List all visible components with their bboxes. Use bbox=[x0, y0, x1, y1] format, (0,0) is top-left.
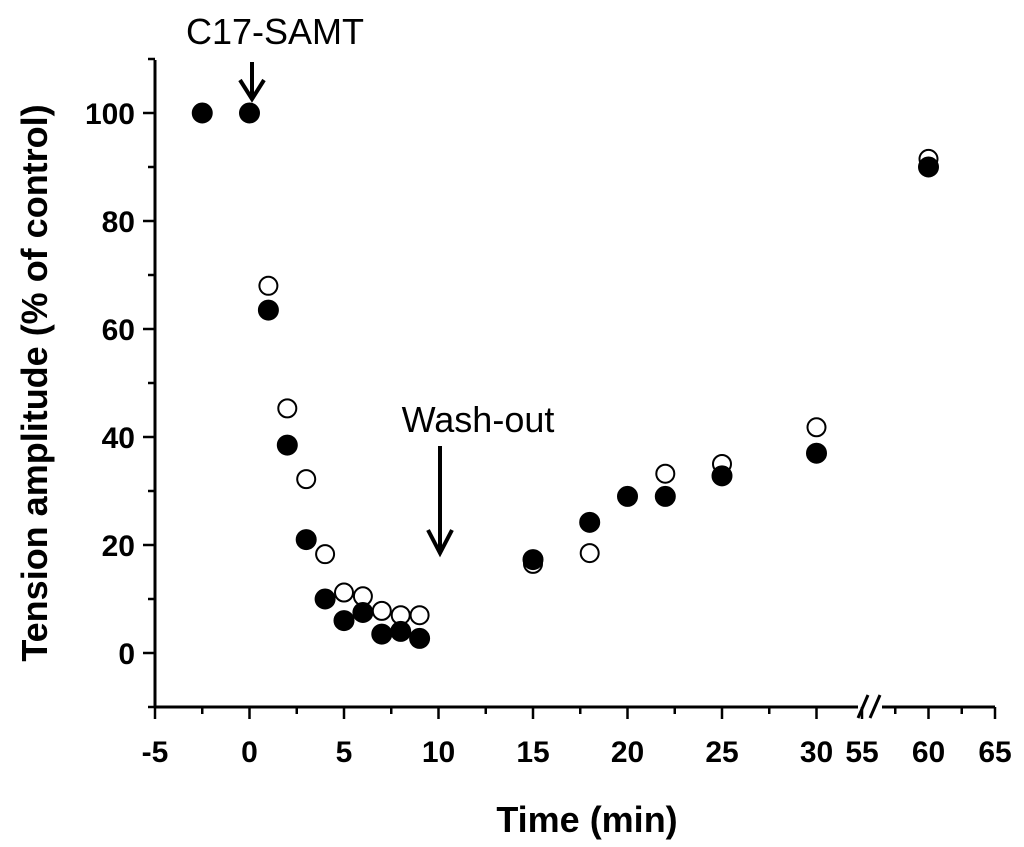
filled-circle-point bbox=[522, 549, 544, 571]
filled-circle-point bbox=[579, 511, 601, 533]
open-circle-point bbox=[409, 605, 430, 626]
axes: 0 20 40 60 80 100 -5 0 5 10 15 20 25 30 55 60 65 Time (mi… bbox=[14, 57, 1012, 840]
y-tick-label: 80 bbox=[102, 206, 135, 239]
open-circle-point bbox=[277, 398, 298, 419]
y-tick-label: 60 bbox=[102, 314, 135, 347]
annotations: C17-SAMT Wash-out bbox=[186, 11, 555, 558]
x-axis-title: Time (min) bbox=[496, 799, 677, 840]
y-tick-label: 0 bbox=[118, 638, 135, 671]
filled-circle-point bbox=[257, 299, 279, 321]
x-tick-label: 10 bbox=[422, 736, 455, 769]
open-circle-point bbox=[296, 469, 317, 490]
axis-break-mark bbox=[856, 694, 870, 719]
open-circle-point bbox=[258, 275, 279, 296]
filled-circle-point bbox=[352, 602, 374, 623]
wash-out-arrow-head bbox=[426, 529, 454, 558]
filled-circle-point bbox=[918, 156, 939, 178]
filled-circle-point bbox=[295, 529, 317, 551]
open-circle-point bbox=[371, 600, 392, 621]
open-circle-point bbox=[806, 417, 827, 438]
filled-circle-point bbox=[333, 610, 355, 632]
x-tick-label: 15 bbox=[516, 736, 549, 769]
filled-circle-point bbox=[314, 588, 336, 610]
x-tick-label: 0 bbox=[241, 736, 258, 769]
x-tick-label: 20 bbox=[611, 736, 644, 769]
open-circle-point bbox=[655, 463, 676, 484]
filled-circle-point bbox=[239, 102, 260, 124]
c17-samt-arrow-head bbox=[238, 78, 266, 103]
y-tick-label: 20 bbox=[102, 530, 135, 563]
y-tick-label: 40 bbox=[102, 422, 135, 455]
filled-circle-point bbox=[409, 627, 431, 649]
x-tick-label: 60 bbox=[912, 736, 945, 769]
open-circle-point bbox=[334, 582, 354, 603]
filled-circle-point bbox=[390, 620, 412, 642]
x-tick-label: 65 bbox=[978, 736, 1011, 769]
filled-circle-point bbox=[711, 465, 733, 487]
y-axis-title: Tension amplitude (% of control) bbox=[14, 104, 55, 661]
filled-circle-point bbox=[276, 434, 298, 456]
c17-samt-label: C17-SAMT bbox=[186, 11, 364, 52]
filled-circle-point bbox=[191, 102, 213, 124]
x-tick-label: 30 bbox=[800, 736, 833, 769]
data-points bbox=[191, 102, 939, 649]
filled-circle-point bbox=[806, 442, 827, 464]
wash-out-label: Wash-out bbox=[402, 399, 555, 440]
x-tick-label: 55 bbox=[845, 736, 878, 769]
open-circle-point bbox=[315, 544, 336, 565]
x-tick-label: 5 bbox=[336, 736, 353, 769]
x-tick-label: 25 bbox=[705, 736, 738, 769]
open-circle-point bbox=[579, 543, 600, 564]
y-tick-label: 100 bbox=[85, 98, 135, 131]
filled-circle-point bbox=[371, 623, 393, 645]
filled-circle-point bbox=[654, 485, 676, 507]
x-tick-label: -5 bbox=[142, 736, 169, 769]
filled-circle-point bbox=[617, 485, 638, 507]
axis-break-mark bbox=[868, 694, 882, 719]
